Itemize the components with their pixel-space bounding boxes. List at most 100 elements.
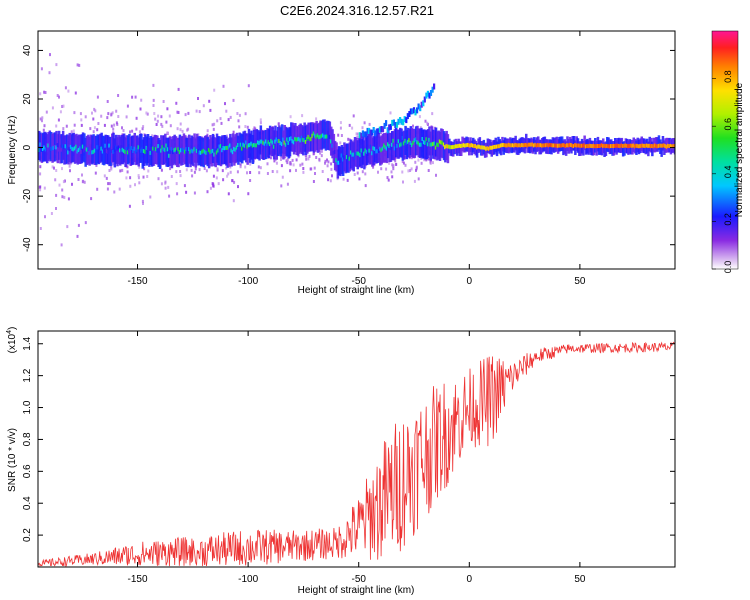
- spectrogram-ridge-cell: [596, 144, 599, 148]
- spectrogram-ridge-cell: [312, 131, 315, 136]
- spectrogram-ridge-cell: [651, 144, 654, 148]
- spectrogram-ridge-cell: [201, 149, 204, 154]
- spectrogram-ridge-cell: [623, 143, 626, 148]
- spectrogram-noise-cell: [232, 199, 235, 203]
- spectrogram-ridge-cell: [270, 139, 273, 143]
- spectrogram-noise-cell: [139, 107, 142, 111]
- spectrogram-noise-cell: [305, 157, 308, 161]
- spectrogram-branch-cell: [378, 126, 381, 133]
- spectrogram-branch-cell: [361, 130, 364, 137]
- spectrogram-noise-cell: [179, 174, 182, 178]
- spectrogram-halo-cell: [129, 136, 133, 166]
- spectrogram-branch-cell: [419, 105, 422, 112]
- spectrogram-ridge-cell: [336, 160, 339, 165]
- spectrogram-noise-cell: [140, 98, 143, 102]
- spectrogram-ridge-cell: [164, 147, 167, 152]
- spectrogram-ridge-cell: [251, 143, 254, 148]
- spectrogram-noise-cell: [82, 179, 85, 183]
- spectrogram-noise-cell: [225, 109, 228, 113]
- spectrogram-ridge-cell: [643, 143, 646, 148]
- spectrogram-ridge-cell: [502, 142, 505, 147]
- spectrogram-noise-cell: [183, 184, 186, 188]
- spectrogram-noise-cell: [105, 176, 108, 180]
- spectrogram-ridge-cell: [534, 142, 537, 147]
- spectrogram-noise-cell: [39, 188, 42, 192]
- spectrogram-noise-cell: [412, 124, 414, 128]
- spectrogram-frame: [37, 30, 676, 270]
- spectrogram-ridge-cell: [417, 141, 420, 146]
- spectrogram-noise-cell: [277, 122, 280, 126]
- spectrogram-noise-cell: [372, 165, 375, 169]
- spectrogram-ridge-cell: [258, 141, 261, 146]
- spectrogram-halo-cell: [56, 134, 60, 164]
- spectrogram-y-axis-label: Frequency (Hz): [7, 116, 18, 185]
- spectrogram-halo-cell: [251, 134, 255, 164]
- spectrogram-halo-cell: [229, 133, 232, 163]
- spectrogram-noise-cell: [415, 167, 418, 171]
- spectrogram-noise-cell: [312, 152, 315, 156]
- spectrogram-ridge-cell: [121, 147, 124, 152]
- spectrogram-ridge-cell: [363, 151, 366, 156]
- spectrogram-noise-cell: [54, 178, 57, 182]
- spectrogram-ridge-cell: [355, 152, 358, 156]
- spectrogram-ridge-cell: [519, 143, 522, 148]
- spectrogram-ridge-cell: [464, 143, 467, 148]
- spectrogram-halo-cell: [452, 142, 455, 157]
- spectrogram-halo-cell: [57, 130, 61, 160]
- spectrogram-noise-cell: [286, 182, 289, 186]
- spectrogram-ridge-cell: [215, 150, 218, 155]
- spectrogram-ridge-cell: [72, 147, 75, 152]
- spectrogram-noise-cell: [348, 123, 351, 127]
- spectrogram-ridge-cell: [664, 144, 667, 148]
- spectrogram-ridge-cell: [437, 143, 440, 147]
- spectrogram-noise-cell: [301, 162, 304, 166]
- spectrogram-halo-cell: [312, 123, 316, 153]
- spectrogram-noise-cell: [280, 164, 283, 168]
- spectrogram-noise-cell: [377, 170, 379, 174]
- spectrogram-ridge-cell: [245, 140, 248, 145]
- spectrogram-noise-cell: [81, 173, 83, 177]
- spectrogram-noise-cell: [239, 163, 242, 167]
- spectrogram-noise-cell: [41, 116, 44, 120]
- spectrogram-ridge-cell: [627, 144, 630, 149]
- spectrogram-ridge-cell: [230, 148, 233, 153]
- spectrogram-halo-cell: [310, 122, 313, 152]
- spectrogram-ridge-cell: [124, 150, 127, 154]
- spectrogram-ridge-cell: [42, 147, 45, 151]
- spectrogram-noise-cell: [236, 170, 239, 174]
- spectrogram-halo-cell: [579, 141, 582, 156]
- spectrogram-ridge-cell: [43, 145, 46, 150]
- spectrogram-noise-cell: [308, 154, 311, 158]
- spectrogram-noise-cell: [295, 168, 297, 172]
- spectrogram-ridge-cell: [376, 149, 379, 154]
- spectrogram-noise-cell: [161, 124, 164, 128]
- spectrogram-ridge-cell: [257, 140, 260, 145]
- colorbar: 0.0 0.2 0.4 0.6 0.8 Normalized spectral ampl…: [711, 30, 745, 273]
- spectrogram-branch-cell: [380, 126, 383, 132]
- spectrogram-noise-cell: [121, 126, 123, 130]
- spectrogram-noise-cell: [244, 112, 247, 116]
- spectrogram-halo-cell: [225, 136, 228, 166]
- spectrogram-ridge-cell: [287, 140, 290, 145]
- spectrogram-ridge-cell: [458, 143, 461, 148]
- spectrogram-halo-cell: [186, 138, 190, 168]
- spectrogram-ridge-cell: [144, 149, 147, 154]
- spectrogram-noise-cell: [387, 178, 390, 182]
- spectrogram-ridge-cell: [420, 142, 423, 147]
- spectrogram-noise-cell: [51, 165, 54, 169]
- spectrogram-noise-cell: [186, 128, 189, 132]
- snr-x-axis-label: Height of straight line (km): [298, 585, 415, 596]
- spectrogram-halo-cell: [177, 138, 180, 168]
- spectrogram-ridge-cell: [510, 143, 513, 148]
- spectrogram-noise-cell: [415, 165, 418, 169]
- spectrogram-noise-cell: [96, 187, 99, 191]
- spectrogram-noise-cell: [122, 129, 125, 132]
- spectrogram-noise-cell: [74, 91, 77, 95]
- spectrogram-halo-cell: [379, 136, 382, 166]
- spectrogram-halo-cell: [303, 122, 306, 152]
- spectrogram-ridge-cell: [138, 148, 142, 153]
- spectrogram-ridge-cell: [222, 146, 225, 150]
- spectrogram-ridge-cell: [67, 150, 70, 155]
- spectrogram-noise-cell: [232, 98, 235, 102]
- spectrogram-noise-cell: [129, 184, 132, 188]
